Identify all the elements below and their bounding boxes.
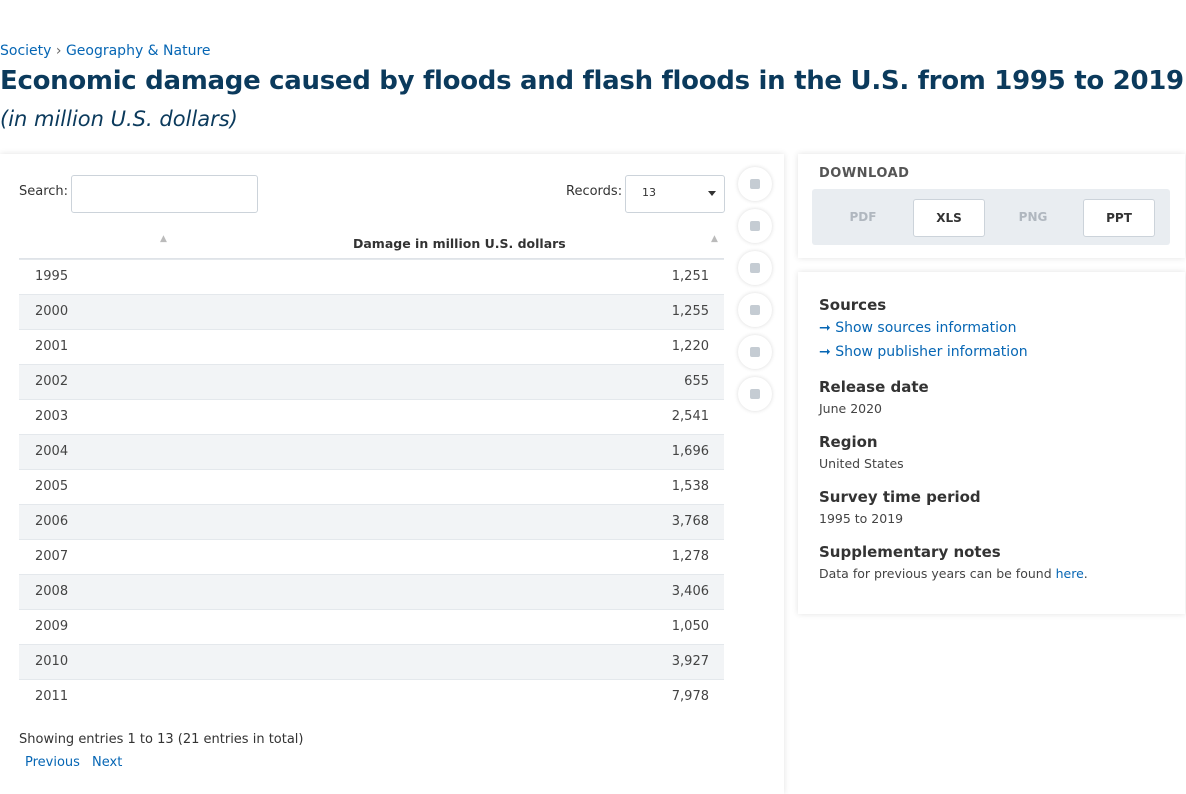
table-row: 2004 1,696 (19, 434, 724, 470)
table-row: 1995 1,251 (19, 259, 724, 295)
year-cell: 2007 (35, 549, 69, 564)
year-cell: 1995 (35, 269, 69, 284)
records-label: Records: (566, 184, 623, 199)
download-panel: DOWNLOAD PDF XLS PNG PPT (798, 154, 1185, 258)
sort-icon: ▲ (160, 234, 167, 244)
table-row: 2002 655 (19, 364, 724, 400)
table-row: 2001 1,220 (19, 329, 724, 365)
text: Data for previous years can be found (819, 566, 1056, 581)
table-row: 2006 3,768 (19, 504, 724, 540)
search-input[interactable] (71, 175, 258, 213)
text: . (1083, 566, 1088, 581)
share-icon[interactable] (738, 293, 772, 327)
value-cell: 3,406 (671, 584, 709, 599)
publisher-link[interactable]: ➞ Show publisher information (819, 344, 1028, 360)
year-cell: 2005 (35, 479, 69, 494)
next-button[interactable]: Next (92, 755, 123, 770)
value-cell: 3,768 (671, 514, 709, 529)
year-cell: 2003 (35, 409, 69, 424)
year-cell: 2000 (35, 304, 69, 319)
value-cell: 655 (684, 374, 709, 389)
sources-title: Sources (819, 296, 887, 314)
download-title: DOWNLOAD (819, 166, 910, 181)
table-row: 2007 1,278 (19, 539, 724, 575)
notes-text: Data for previous years can be found her… (819, 566, 1088, 581)
crumb[interactable]: Geography & Nature (65, 43, 211, 59)
download-button[interactable]: PNG (1018, 210, 1048, 224)
info-value: June 2020 (819, 401, 883, 416)
value-cell: 1,255 (671, 304, 709, 319)
download-button[interactable]: PDF (849, 210, 877, 224)
year-cell: 2002 (35, 374, 69, 389)
year-cell: 2009 (35, 619, 69, 634)
table-row: 2009 1,050 (19, 609, 724, 645)
year-cell: 2006 (35, 514, 69, 529)
table-row: 2005 1,538 (19, 469, 724, 505)
value-cell: 1,251 (671, 269, 709, 284)
records-value: 13 (642, 186, 656, 199)
print-icon[interactable] (738, 377, 772, 411)
info-label: Region (819, 433, 878, 451)
alert-icon[interactable] (738, 209, 772, 243)
value-cell: 7,978 (671, 689, 709, 704)
title: Economic damage caused by floods and fla… (0, 66, 1184, 96)
table-row: 2011 7,978 (19, 679, 724, 715)
info-value: 1995 to 2019 (819, 511, 904, 526)
table-row: 2000 1,255 (19, 294, 724, 330)
value-cell: 1,278 (671, 549, 709, 564)
info-label: Survey time period (819, 488, 981, 506)
year-cell: 2008 (35, 584, 69, 599)
download-button[interactable]: PPT (1083, 199, 1155, 237)
subtitle: (in million U.S. dollars) (0, 107, 238, 131)
caret (708, 191, 716, 200)
value-cell: 1,696 (671, 444, 709, 459)
download-button[interactable]: XLS (913, 199, 985, 237)
info-value: United States (819, 456, 904, 471)
sources-link[interactable]: ➞ Show sources information (819, 320, 1017, 336)
year-cell: 2011 (35, 689, 69, 704)
link-text: Show publisher information (835, 344, 1028, 360)
value-cell: 3,927 (671, 654, 709, 669)
breadcrumb: Society › Geography & Nature (0, 43, 211, 59)
info-panel: Sources ➞ Show sources information ➞ Sho… (798, 272, 1185, 614)
download-bar: PDF XLS PNG PPT (812, 189, 1170, 245)
table-row: 2003 2,541 (19, 399, 724, 435)
header-cell[interactable]: Damage in million U.S. dollars (353, 236, 566, 251)
search-label: Search: (19, 184, 69, 199)
page: Society › Geography & Nature Economic da… (0, 43, 1185, 770)
favorite-icon[interactable] (738, 167, 772, 201)
table-row: 2010 3,927 (19, 644, 724, 680)
pagination-info: Showing entries 1 to 13 (21 entries in t… (19, 732, 304, 747)
crumb[interactable]: Society (0, 43, 52, 59)
sort-icon: ▲ (711, 234, 718, 244)
value-cell: 1,050 (671, 619, 709, 634)
prev-button[interactable]: Previous (25, 755, 80, 770)
table-row: 2008 3,406 (19, 574, 724, 610)
settings-icon[interactable] (738, 251, 772, 285)
records-select[interactable]: 13 (625, 175, 725, 213)
cite-icon[interactable] (738, 335, 772, 369)
value-cell: 2,541 (671, 409, 709, 424)
year-cell: 2001 (35, 339, 69, 354)
value-cell: 1,220 (671, 339, 709, 354)
notes-link[interactable]: here (1055, 566, 1084, 581)
year-cell: 2010 (35, 654, 69, 669)
table-panel: Search: Records: 13 ▲ Damage in million … (0, 154, 784, 794)
notes-title: Supplementary notes (819, 543, 1001, 561)
value-cell: 1,538 (671, 479, 709, 494)
year-cell: 2004 (35, 444, 69, 459)
info-label: Release date (819, 378, 929, 396)
table-header: ▲ Damage in million U.S. dollars ▲ (19, 228, 724, 260)
link-text: Show sources information (835, 320, 1017, 336)
